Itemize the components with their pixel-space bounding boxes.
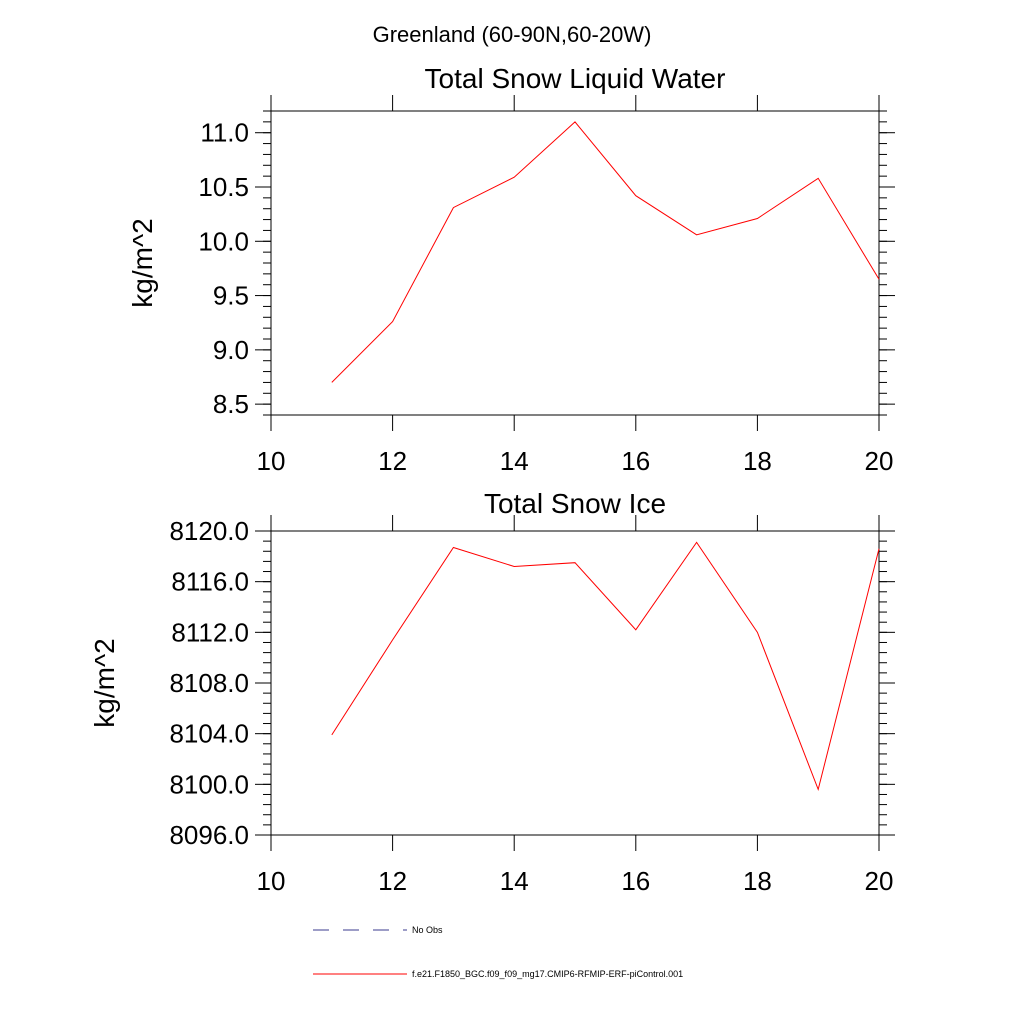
- panel-snow-ice: Total Snow Ice kg/m^2 10 12 14 16 18 20 8096.0…: [89, 488, 895, 896]
- series-line: [331, 541, 880, 792]
- y-tick-label: 11.0: [200, 118, 249, 148]
- x-tick-label: 18: [743, 866, 772, 896]
- x-tick-label: 20: [865, 446, 894, 476]
- x-tick-label: 14: [500, 446, 529, 476]
- x-tick-label: 12: [378, 446, 407, 476]
- y-tick-label: 10.0: [198, 226, 249, 256]
- x-tick-label: 14: [500, 866, 529, 896]
- y-tick-label: 8116.0: [171, 567, 249, 597]
- y-tick-label: 8120.0: [169, 516, 249, 546]
- figure-title: Greenland (60-90N,60-20W): [373, 22, 652, 47]
- y-tick-label: 8112.0: [171, 617, 249, 647]
- x-tick-label: 12: [378, 866, 407, 896]
- x-tick-label: 18: [743, 446, 772, 476]
- y-tick-label: 8108.0: [169, 668, 249, 698]
- legend-label-no-obs: No Obs: [412, 925, 443, 935]
- plot-frame: [270, 110, 880, 416]
- y-tick-label: 8.5: [213, 389, 249, 419]
- plot-frame: [270, 530, 880, 836]
- y-tick-label: 8100.0: [169, 769, 249, 799]
- series-line: [331, 121, 880, 383]
- legend-label-model: f.e21.F1850_BGC.f09_f09_mg17.CMIP6-RFMIP…: [412, 969, 683, 979]
- x-tick-label: 10: [257, 446, 286, 476]
- panel-title: Total Snow Ice: [484, 488, 666, 519]
- y-tick-label: 10.5: [198, 172, 249, 202]
- y-tick-label: 9.5: [213, 281, 249, 311]
- y-tick-label: 8096.0: [169, 820, 249, 850]
- x-tick-label: 10: [257, 866, 286, 896]
- x-tick-label: 16: [621, 866, 650, 896]
- legend: No Obs f.e21.F1850_BGC.f09_f09_mg17.CMIP…: [313, 925, 683, 979]
- panel-snow-liquid-water: Total Snow Liquid Water kg/m^2 10 12 14 16 1…: [127, 63, 895, 476]
- x-tick-label: 16: [621, 446, 650, 476]
- y-tick-label: 8104.0: [169, 719, 249, 749]
- y-axis-label: kg/m^2: [127, 218, 158, 307]
- panel-title: Total Snow Liquid Water: [425, 63, 726, 94]
- x-tick-label: 20: [865, 866, 894, 896]
- y-axis-label: kg/m^2: [89, 638, 120, 727]
- y-tick-label: 9.0: [213, 335, 249, 365]
